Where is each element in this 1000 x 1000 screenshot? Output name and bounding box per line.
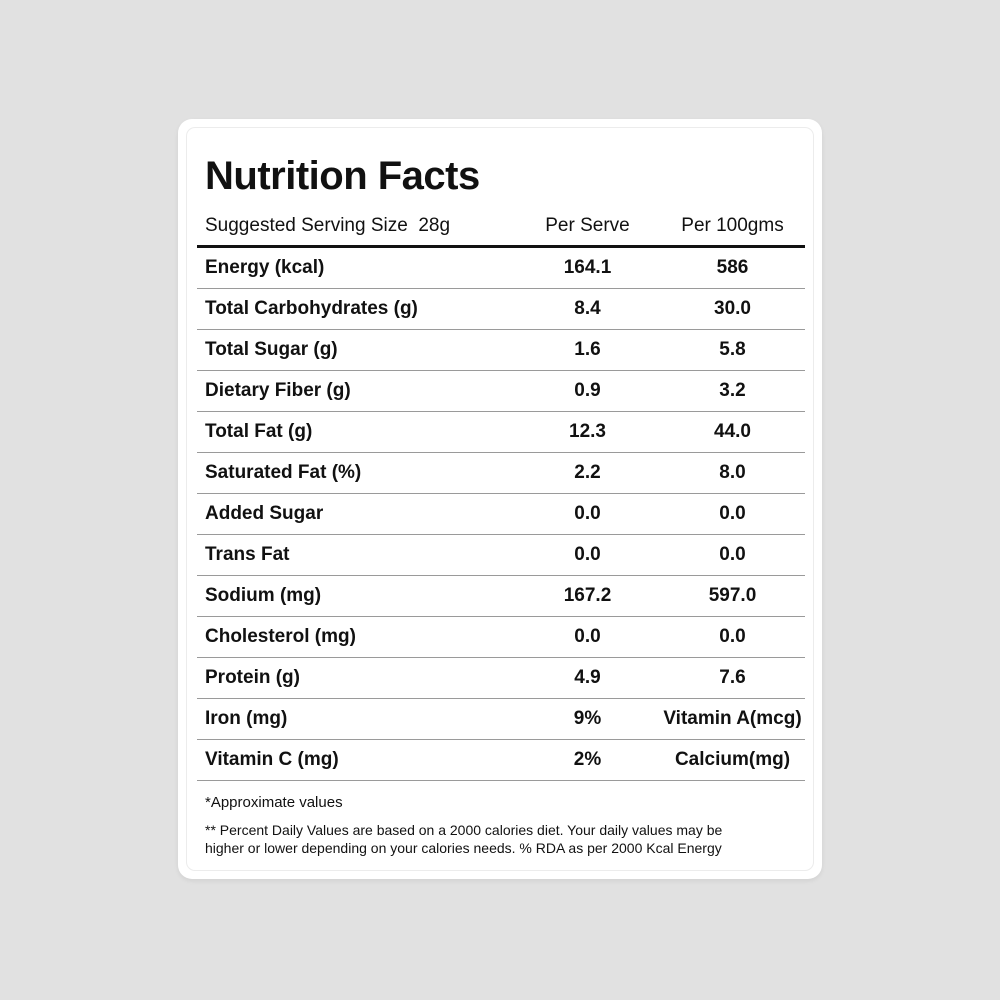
footnote-approximate-values: *Approximate values xyxy=(205,794,343,811)
row-value-calcium-label: Calcium(mg) xyxy=(674,749,791,770)
row-value-per-100g: 7.6 xyxy=(719,667,746,688)
row-label: Vitamin C (mg) xyxy=(205,749,339,770)
table-row-saturated-fat: Saturated Fat (%) 2.2 8.0 xyxy=(197,453,805,494)
row-value-per-serve: 2% xyxy=(573,749,602,770)
row-label: Saturated Fat (%) xyxy=(205,462,362,483)
table-row-total-carbohydrates: Total Carbohydrates (g) 8.4 30.0 xyxy=(197,289,805,330)
row-value-per-serve: 0.9 xyxy=(574,380,601,401)
row-value-per-100g: 0.0 xyxy=(719,626,746,647)
row-label: Added Sugar xyxy=(205,503,324,524)
nutrition-table: Suggested Serving Size 28g Per Serve Per… xyxy=(197,207,805,781)
row-value-per-serve: 12.3 xyxy=(569,421,606,442)
row-value-per-100g: 0.0 xyxy=(719,503,746,524)
row-value-per-100g: 5.8 xyxy=(719,339,746,360)
footnotes: *Approximate values ** Percent Daily Val… xyxy=(205,794,805,857)
row-value-per-serve: 9% xyxy=(573,708,602,729)
row-value-per-serve: 167.2 xyxy=(563,585,612,606)
table-row-total-fat: Total Fat (g) 12.3 44.0 xyxy=(197,412,805,453)
row-value-per-100g: 44.0 xyxy=(714,421,751,442)
column-header-per-serve: Per Serve xyxy=(545,215,630,236)
row-label: Cholesterol (mg) xyxy=(205,626,356,647)
table-row-vitamin-c: Vitamin C (mg) 2% Calcium(mg) xyxy=(197,740,805,781)
row-value-per-serve: 1.6 xyxy=(574,339,601,360)
footnote-daily-values: ** Percent Daily Values are based on a 2… xyxy=(205,822,723,856)
table-row-sodium: Sodium (mg) 167.2 597.0 xyxy=(197,576,805,617)
row-label: Trans Fat xyxy=(205,544,290,565)
serving-size-label: Suggested Serving Size 28g xyxy=(205,215,451,236)
row-value-per-100g: 586 xyxy=(716,257,749,278)
table-row-added-sugar: Added Sugar 0.0 0.0 xyxy=(197,494,805,535)
row-label: Total Fat (g) xyxy=(205,421,313,442)
page-title: Nutrition Facts xyxy=(205,154,480,198)
column-header-per-100g: Per 100gms xyxy=(681,215,784,236)
row-value-per-100g: 3.2 xyxy=(719,380,746,401)
row-label: Sodium (mg) xyxy=(205,585,322,606)
row-value-per-100g: 8.0 xyxy=(719,462,746,483)
row-value-per-serve: 164.1 xyxy=(563,257,612,278)
row-value-per-100g: 597.0 xyxy=(708,585,757,606)
table-row-dietary-fiber: Dietary Fiber (g) 0.9 3.2 xyxy=(197,371,805,412)
row-label: Energy (kcal) xyxy=(205,257,325,278)
row-value-per-100g: 30.0 xyxy=(714,298,751,319)
row-value-vitamin-a-label: Vitamin A(mcg) xyxy=(663,708,802,729)
row-label: Iron (mg) xyxy=(205,708,288,729)
table-row-cholesterol: Cholesterol (mg) 0.0 0.0 xyxy=(197,617,805,658)
row-value-per-serve: 2.2 xyxy=(574,462,601,483)
row-value-per-serve: 0.0 xyxy=(574,626,601,647)
row-label: Total Sugar (g) xyxy=(205,339,338,360)
row-value-per-serve: 0.0 xyxy=(574,503,601,524)
table-row-iron: Iron (mg) 9% Vitamin A(mcg) xyxy=(197,699,805,740)
card-content: Nutrition Facts Suggested Serving Size 2… xyxy=(178,119,822,879)
row-label: Protein (g) xyxy=(205,667,300,688)
table-row-energy: Energy (kcal) 164.1 586 xyxy=(197,248,805,289)
row-label: Dietary Fiber (g) xyxy=(205,380,351,401)
row-value-per-serve: 4.9 xyxy=(574,667,601,688)
table-row-protein: Protein (g) 4.9 7.6 xyxy=(197,658,805,699)
table-row-total-sugar: Total Sugar (g) 1.6 5.8 xyxy=(197,330,805,371)
row-label: Total Carbohydrates (g) xyxy=(205,298,418,319)
nutrition-facts-card: Nutrition Facts Suggested Serving Size 2… xyxy=(178,119,822,879)
row-value-per-serve: 8.4 xyxy=(574,298,601,319)
row-value-per-100g: 0.0 xyxy=(719,544,746,565)
table-row-trans-fat: Trans Fat 0.0 0.0 xyxy=(197,535,805,576)
row-value-per-serve: 0.0 xyxy=(574,544,601,565)
table-header-row: Suggested Serving Size 28g Per Serve Per… xyxy=(197,207,805,248)
